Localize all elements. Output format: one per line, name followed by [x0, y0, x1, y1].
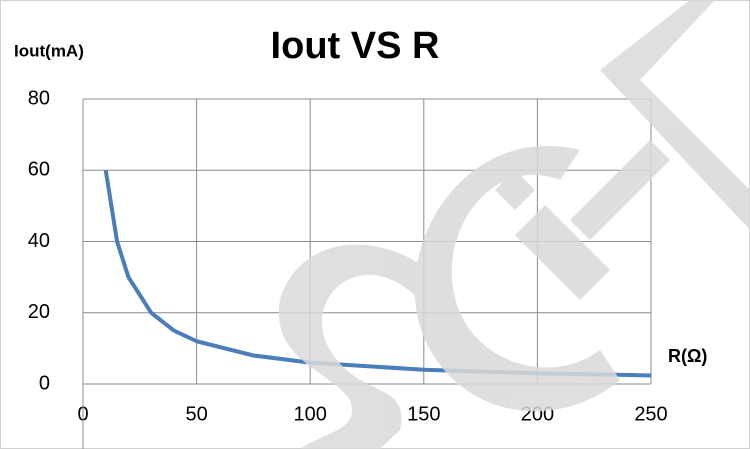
watermark-s — [278, 244, 440, 449]
x-tick-label: 50 — [185, 403, 207, 425]
y-tick-label: 80 — [28, 87, 50, 109]
watermark-i — [515, 205, 610, 300]
x-tick-label: 250 — [634, 403, 667, 425]
watermark-c — [414, 145, 620, 412]
watermark — [278, 0, 750, 449]
y-axis-label: Iout(mA) — [14, 41, 84, 60]
x-axis-label: R(Ω) — [668, 346, 707, 366]
x-tick-label: 100 — [294, 403, 327, 425]
y-tick-label: 40 — [28, 230, 50, 252]
chart-title: Iout VS R — [271, 25, 440, 67]
y-tick-label: 0 — [39, 372, 50, 394]
x-tick-label: 150 — [407, 403, 440, 425]
watermark-t — [600, 0, 750, 230]
y-tick-label: 60 — [28, 159, 50, 181]
watermark-dash — [570, 140, 670, 240]
watermark-dot — [495, 170, 535, 210]
y-tick-label: 20 — [28, 301, 50, 323]
